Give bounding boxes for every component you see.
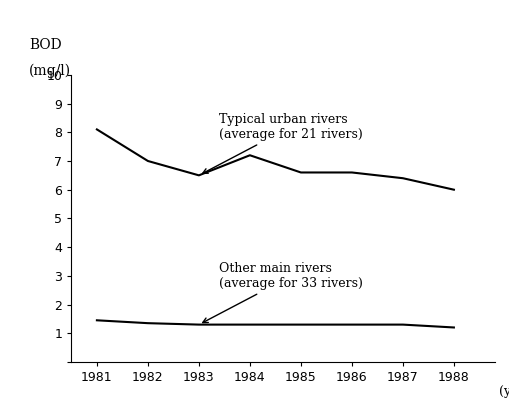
- Text: Typical urban rivers
(average for 21 rivers): Typical urban rivers (average for 21 riv…: [203, 113, 362, 173]
- Text: (year): (year): [498, 385, 509, 398]
- Text: BOD: BOD: [29, 37, 62, 52]
- Text: (mg/l): (mg/l): [29, 63, 71, 78]
- Text: Other main rivers
(average for 33 rivers): Other main rivers (average for 33 rivers…: [203, 262, 362, 322]
